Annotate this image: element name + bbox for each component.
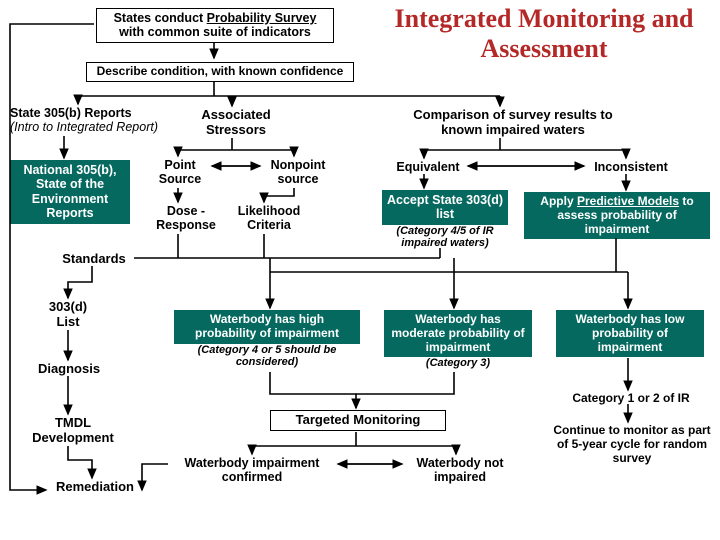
- node-not-impaired: Waterbody not impaired: [404, 456, 516, 485]
- node-assoc-stressors: Associated Stressors: [186, 108, 286, 138]
- node-state-305b: State 305(b) Reports (Intro to Integrate…: [10, 106, 176, 135]
- node-dose-response: Dose - Response: [150, 204, 222, 233]
- node-comparison: Comparison of survey results to known im…: [398, 108, 628, 138]
- node-confirmed: Waterbody impairment confirmed: [168, 456, 336, 485]
- node-predictive: Apply Predictive Models to assess probab…: [524, 192, 710, 239]
- node-diagnosis: Diagnosis: [30, 362, 108, 377]
- node-point-source: Point Source: [150, 158, 210, 187]
- node-standards: Standards: [54, 252, 134, 267]
- diagram-title: Integrated Monitoring and Assessment: [376, 4, 712, 64]
- node-303d-list: 303(d) List: [36, 300, 100, 330]
- node-low-prob: Waterbody has low probability of impairm…: [556, 310, 704, 357]
- node-targeted: Targeted Monitoring: [270, 410, 446, 431]
- node-cat12: Category 1 or 2 of IR: [556, 392, 706, 406]
- node-national-305b: National 305(b), State of the Environmen…: [10, 160, 130, 224]
- title-text: Integrated Monitoring and Assessment: [395, 4, 694, 63]
- node-likelihood: Likelihood Criteria: [232, 204, 306, 233]
- node-nonpoint: Nonpoint source: [262, 158, 334, 187]
- node-remediation: Remediation: [48, 480, 142, 495]
- node-prob-survey: States conduct Probability Survey with c…: [96, 8, 334, 43]
- node-describe: Describe condition, with known confidenc…: [86, 62, 354, 82]
- node-high-prob: Waterbody has high probability of impair…: [174, 310, 360, 369]
- node-inconsistent: Inconsistent: [586, 160, 676, 174]
- node-equivalent: Equivalent: [390, 160, 466, 174]
- node-tmdl: TMDL Development: [22, 416, 124, 446]
- node-continue: Continue to monitor as part of 5-year cy…: [552, 424, 712, 465]
- node-accept-state: Accept State 303(d) list (Category 4/5 o…: [382, 190, 508, 250]
- node-mod-prob: Waterbody has moderate probability of im…: [384, 310, 532, 370]
